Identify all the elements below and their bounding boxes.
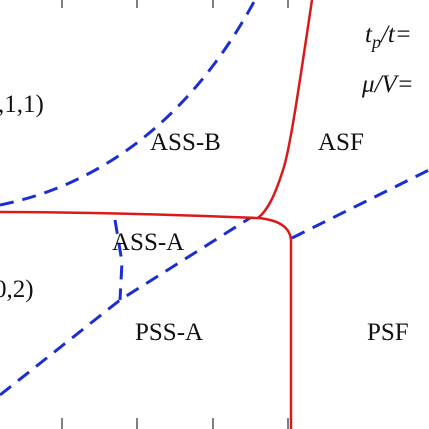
left-label: 0,2) bbox=[0, 276, 34, 303]
param-part: p bbox=[370, 32, 381, 52]
param-part: /t= bbox=[379, 21, 412, 48]
left-label: ,1,1) bbox=[0, 91, 44, 118]
param-label: tp/t= bbox=[365, 21, 412, 52]
phase-boundaries bbox=[0, 0, 314, 429]
param-part: t bbox=[365, 21, 373, 48]
region-label: PSS-A bbox=[135, 319, 203, 346]
param-part: μ bbox=[361, 71, 375, 98]
region-label: ASS-A bbox=[112, 229, 184, 256]
param-part: /V= bbox=[373, 71, 414, 98]
region-label: PSF bbox=[367, 319, 409, 346]
region-label: ASS-B bbox=[150, 129, 221, 156]
axis-ticks bbox=[61, 0, 289, 429]
dashed-boundaries bbox=[0, 0, 429, 397]
region-label: ASF bbox=[318, 129, 364, 156]
param-label: μ/V= bbox=[361, 71, 414, 98]
